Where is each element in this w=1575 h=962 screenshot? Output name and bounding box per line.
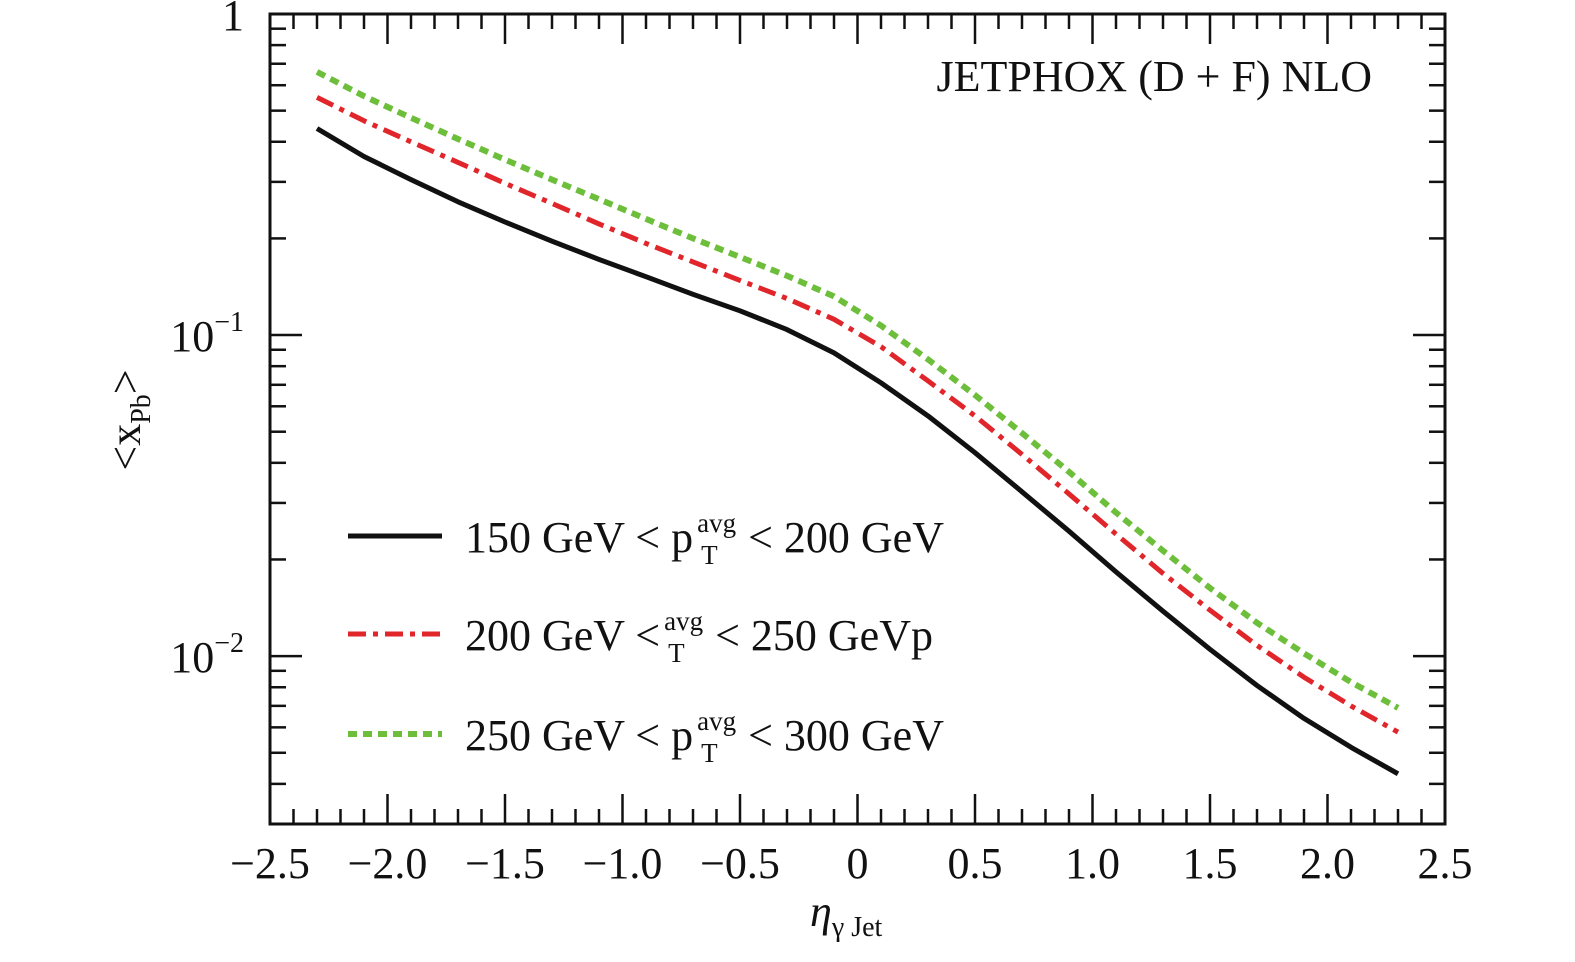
legend-label-right-2: < 250 GeVp (715, 611, 933, 660)
series-lines (315, 69, 1400, 776)
plot-frame (268, 12, 1447, 826)
legend-label-right-3: < 300 GeV (748, 711, 944, 760)
svg-text:ηγ Jet: ηγ Jet (810, 887, 883, 943)
legend-sub-1: T (701, 540, 718, 570)
x-tick-label: 0.5 (948, 839, 1003, 888)
series-line-2 (315, 95, 1400, 735)
x-axis-title-sub: γ Jet (831, 912, 883, 943)
svg-text:<xPb>: <xPb> (101, 369, 157, 470)
x-tick-label: −1.5 (465, 839, 545, 888)
legend-sub-3: T (701, 738, 718, 768)
series-line-1 (315, 126, 1400, 776)
x-tick-label: −2.0 (348, 839, 428, 888)
y-axis-title-sub: Pb (126, 394, 157, 424)
y-tick-labels: 1 10−1 10−2 (170, 0, 244, 682)
legend-sup-2: avg (664, 606, 703, 636)
x-tick-label: −2.5 (230, 839, 310, 888)
x-tick-label: 1.0 (1065, 839, 1120, 888)
axis-ticks (268, 12, 1447, 826)
x-tick-label: 0 (847, 839, 869, 888)
y-tick-label: 10−2 (170, 628, 244, 682)
legend-sub-2: T (668, 638, 685, 668)
y-tick-label: 10−1 (170, 307, 244, 361)
legend-sup-3: avg (697, 706, 736, 736)
x-tick-label: 1.5 (1183, 839, 1238, 888)
x-tick-label: −0.5 (700, 839, 780, 888)
y-axis-title-close: > (101, 369, 150, 394)
legend-label-2: 200 GeV < (465, 611, 660, 660)
x-axis-title: ηγ Jet (810, 887, 883, 943)
x-axis-title-main: η (810, 887, 832, 936)
y-axis-title-main: x (101, 424, 150, 446)
annotation-text: JETPHOX (D + F) NLO (937, 52, 1372, 101)
x-tick-label: −1.0 (583, 839, 663, 888)
legend-label-1: 150 GeV < p (465, 513, 693, 562)
x-tick-labels: −2.5 −2.0 −1.5 −1.0 −0.5 0 0.5 1.0 1.5 2.0 2.5 (230, 839, 1472, 888)
legend-sup-1: avg (697, 508, 736, 538)
y-axis-title: <xPb> (101, 369, 157, 470)
x-tick-label: 2.5 (1418, 839, 1473, 888)
legend-label-3: 250 GeV < p (465, 711, 693, 760)
y-axis-title-open: < (101, 446, 150, 471)
series-line-3 (315, 69, 1400, 711)
legend-label-right-1: < 200 GeV (748, 513, 944, 562)
y-tick-label: 1 (222, 0, 244, 40)
x-tick-label: 2.0 (1300, 839, 1355, 888)
